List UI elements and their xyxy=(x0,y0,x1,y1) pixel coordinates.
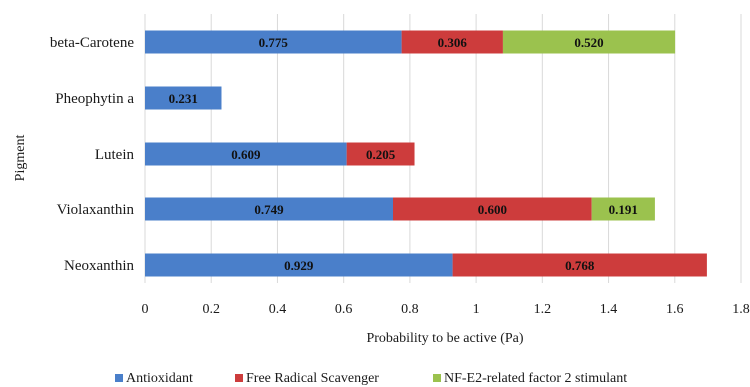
data-label: 0.775 xyxy=(259,35,289,50)
bar-segment xyxy=(502,30,676,54)
category-label: Neoxanthin xyxy=(64,258,134,274)
legend-swatch xyxy=(115,374,123,382)
x-tick-label: 0 xyxy=(142,302,149,317)
data-label: 0.191 xyxy=(609,202,638,217)
legend-item: Antioxidant xyxy=(115,371,193,386)
x-tick-label: 0.2 xyxy=(202,302,220,317)
x-tick-label: 1.2 xyxy=(534,302,552,317)
category-labels: beta-Carotene Pheophytin a Lutein Violaxant… xyxy=(50,35,135,274)
legend-item: Free Radical Scavenger xyxy=(235,371,379,386)
data-label: 0.929 xyxy=(284,258,314,273)
y-axis-title: Pigment xyxy=(13,135,28,182)
category-label: Lutein xyxy=(95,147,135,163)
x-axis-title: Probability to be active (Pa) xyxy=(366,331,523,346)
legend-swatch xyxy=(235,374,243,382)
bar-segment xyxy=(401,30,503,54)
legend-label: Antioxidant xyxy=(126,371,193,386)
x-tick-label: 0.4 xyxy=(269,302,287,317)
legend-swatch xyxy=(433,374,441,382)
x-tick-label: 1.4 xyxy=(600,302,618,317)
data-label: 0.306 xyxy=(438,35,468,50)
legend-label: NF-E2-related factor 2 stimulant xyxy=(444,371,627,386)
data-label: 0.231 xyxy=(169,91,198,106)
bar-segment xyxy=(393,197,592,221)
x-tick-labels: 0 0.2 0.4 0.6 0.8 1 1.2 1.4 1.6 1.8 xyxy=(142,302,750,317)
category-label: Violaxanthin xyxy=(57,202,135,218)
bar-segment xyxy=(145,142,347,166)
bar-segment xyxy=(452,253,707,277)
data-label: 0.520 xyxy=(574,35,603,50)
bars: 0.775 0.306 0.520 0.231 0.609 0.205 0.749 0.600… xyxy=(145,30,707,277)
bar-segment xyxy=(145,197,394,221)
category-label: beta-Carotene xyxy=(50,35,134,51)
x-tick-label: 1.8 xyxy=(732,302,750,317)
data-label: 0.600 xyxy=(478,202,507,217)
x-tick-label: 1.6 xyxy=(666,302,684,317)
legend-item: NF-E2-related factor 2 stimulant xyxy=(433,371,627,386)
data-label: 0.768 xyxy=(565,258,595,273)
x-tick-label: 0.8 xyxy=(401,302,419,317)
legend-label: Free Radical Scavenger xyxy=(246,371,379,386)
bar-segment xyxy=(346,142,415,166)
bar-segment xyxy=(145,86,222,110)
data-label: 0.205 xyxy=(366,147,396,162)
bar-segment xyxy=(145,253,453,277)
bar-segment xyxy=(145,30,402,54)
data-label: 0.609 xyxy=(231,147,261,162)
legend: Antioxidant Free Radical Scavenger NF-E2-r… xyxy=(115,371,627,386)
category-label: Pheophytin a xyxy=(55,91,134,107)
data-label: 0.749 xyxy=(254,202,284,217)
bar-segment xyxy=(591,197,655,221)
x-tick-label: 0.6 xyxy=(335,302,353,317)
x-tick-label: 1 xyxy=(473,302,480,317)
